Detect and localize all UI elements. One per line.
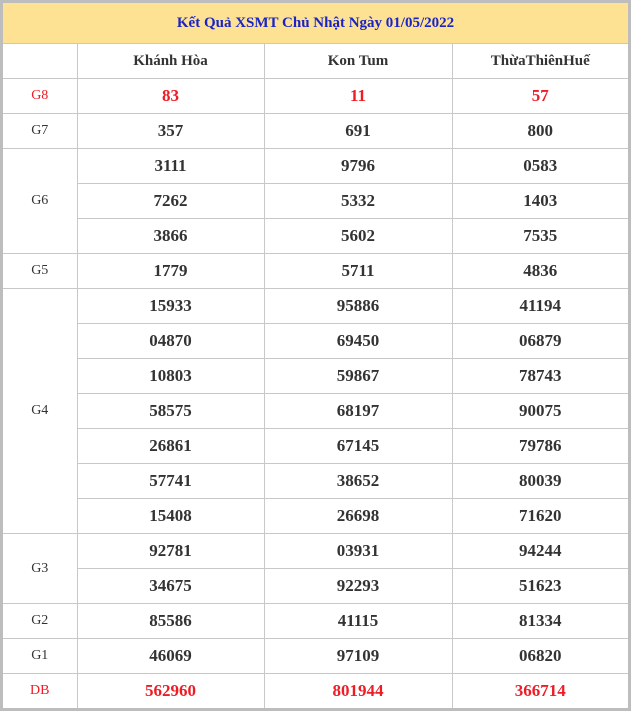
prize-number: 5711 — [263, 253, 453, 289]
prize-number: 357 — [76, 113, 265, 149]
header-row: Khánh Hòa Kon Tum ThừaThiênHuế — [3, 43, 629, 79]
prize-number: 58575 — [77, 393, 265, 429]
prize-row: 15408 26698 71620 — [3, 498, 629, 534]
prize-row: 10803 59867 78743 — [3, 358, 629, 394]
prize-number: 57 — [451, 78, 629, 114]
prize-number: 95886 — [263, 288, 453, 324]
header-empty — [3, 43, 78, 79]
prize-number: 7535 — [451, 218, 629, 254]
prize-number: 3866 — [77, 218, 265, 254]
prize-number: 366714 — [451, 673, 629, 708]
prize-number: 81334 — [451, 603, 629, 639]
prize-row: G8 83 11 57 — [3, 78, 629, 114]
prize-number: 92293 — [263, 568, 453, 604]
prize-number: 5332 — [263, 183, 453, 219]
prize-number: 71620 — [451, 498, 629, 534]
prize-number: 9796 — [263, 148, 453, 184]
prize-number: 1779 — [76, 253, 265, 289]
prize-number: 11 — [263, 78, 453, 114]
prize-number: 85586 — [76, 603, 265, 639]
prize-label: G5 — [3, 253, 78, 289]
prize-row: 7262 5332 1403 — [3, 183, 629, 219]
prize-number: 97109 — [263, 638, 453, 674]
prize-number: 78743 — [451, 358, 629, 394]
prize-number: 79786 — [451, 428, 629, 464]
prize-number: 59867 — [263, 358, 453, 394]
prize-row: DB 562960 801944 366714 — [3, 673, 629, 708]
prize-number: 83 — [76, 78, 265, 114]
prize-label: G7 — [3, 113, 78, 149]
prize-number: 562960 — [76, 673, 265, 708]
prize-label: G3 — [3, 533, 78, 604]
prize-number: 26861 — [77, 428, 265, 464]
prize-number: 80039 — [451, 463, 629, 499]
province-header: ThừaThiênHuế — [451, 43, 629, 79]
prize-row: 58575 68197 90075 — [3, 393, 629, 429]
prize-number: 68197 — [263, 393, 453, 429]
prize-number: 15933 — [76, 288, 265, 324]
prize-number: 94244 — [451, 533, 629, 569]
prize-number: 1403 — [451, 183, 629, 219]
prize-number: 34675 — [77, 568, 265, 604]
prize-number: 03931 — [263, 533, 453, 569]
prize-label: G2 — [3, 603, 78, 639]
prize-number: 06879 — [451, 323, 629, 359]
prize-number: 800 — [451, 113, 629, 149]
prize-label: G1 — [3, 638, 78, 674]
prize-row: 26861 67145 79786 — [3, 428, 629, 464]
prize-row: G5 1779 5711 4836 — [3, 253, 629, 289]
prize-row: G3 92781 03931 94244 — [3, 533, 629, 604]
prize-row: G4 15933 95886 41194 — [3, 288, 629, 534]
prize-number: 38652 — [263, 463, 453, 499]
prize-row: G7 357 691 800 — [3, 113, 629, 149]
prize-row: G2 85586 41115 81334 — [3, 603, 629, 639]
title-row: Kết Quả XSMT Chủ Nhật Ngày 01/05/2022 — [3, 3, 629, 44]
table-title: Kết Quả XSMT Chủ Nhật Ngày 01/05/2022 — [3, 3, 629, 44]
prize-number: 57741 — [77, 463, 265, 499]
prize-number: 69450 — [263, 323, 453, 359]
province-header: Khánh Hòa — [76, 43, 265, 79]
prize-number: 3111 — [76, 148, 265, 184]
prize-number: 10803 — [77, 358, 265, 394]
prize-row: G1 46069 97109 06820 — [3, 638, 629, 674]
prize-number: 7262 — [77, 183, 265, 219]
lottery-results-table: Kết Quả XSMT Chủ Nhật Ngày 01/05/2022 Kh… — [3, 3, 629, 708]
prize-label: G6 — [3, 148, 78, 254]
prize-number: 5602 — [263, 218, 453, 254]
prize-row: G6 3111 9796 0583 — [3, 148, 629, 254]
prize-number: 691 — [263, 113, 453, 149]
prize-number: 0583 — [451, 148, 629, 184]
prize-number: 801944 — [263, 673, 453, 708]
prize-label: G8 — [3, 78, 78, 114]
prize-number: 51623 — [451, 568, 629, 604]
prize-number: 26698 — [263, 498, 453, 534]
prize-row: 3866 5602 7535 — [3, 218, 629, 254]
prize-number: 15408 — [77, 498, 265, 534]
prize-row: 34675 92293 51623 — [3, 568, 629, 604]
province-header: Kon Tum — [263, 43, 453, 79]
prize-row: 04870 69450 06879 — [3, 323, 629, 359]
prize-label: G4 — [3, 288, 78, 534]
prize-number: 90075 — [451, 393, 629, 429]
prize-row: 57741 38652 80039 — [3, 463, 629, 499]
prize-label: DB — [3, 673, 78, 708]
prize-number: 41115 — [263, 603, 453, 639]
prize-number: 4836 — [451, 253, 629, 289]
prize-number: 92781 — [76, 533, 265, 569]
prize-number: 46069 — [76, 638, 265, 674]
prize-number: 04870 — [77, 323, 265, 359]
prize-number: 41194 — [451, 288, 629, 324]
prize-number: 67145 — [263, 428, 453, 464]
prize-number: 06820 — [451, 638, 629, 674]
